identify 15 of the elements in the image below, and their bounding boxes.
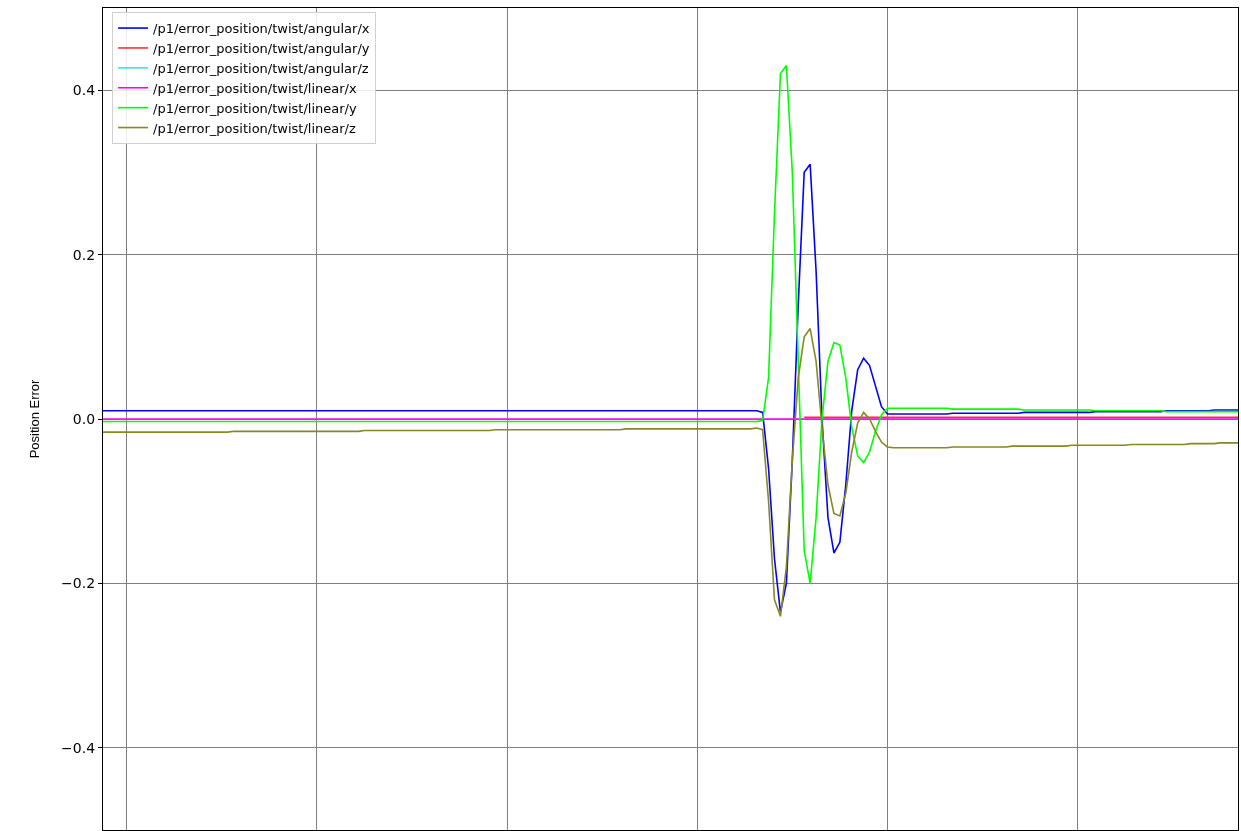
y-tick-label: 0.4 — [72, 82, 96, 99]
y-tick-label: 0.2 — [72, 246, 96, 263]
legend-label: /p1/error_position/twist/linear/x — [153, 80, 357, 96]
legend-label: /p1/error_position/twist/angular/x — [153, 21, 370, 37]
legend-label: /p1/error_position/twist/linear/y — [153, 100, 357, 116]
y-tick-label: 0.0 — [72, 410, 96, 427]
line-series — [103, 327, 1238, 618]
legend-label: /p1/error_position/twist/angular/z — [153, 60, 369, 76]
legend-label: /p1/error_position/twist/angular/y — [153, 41, 370, 57]
line-series — [103, 163, 1238, 613]
y-tick-label: −0.4 — [61, 739, 96, 756]
y-tick-label: −0.2 — [61, 575, 96, 592]
line-series — [103, 64, 1238, 585]
y-axis-title: Position Error — [27, 378, 43, 459]
legend-label: /p1/error_position/twist/linear/z — [153, 120, 356, 136]
